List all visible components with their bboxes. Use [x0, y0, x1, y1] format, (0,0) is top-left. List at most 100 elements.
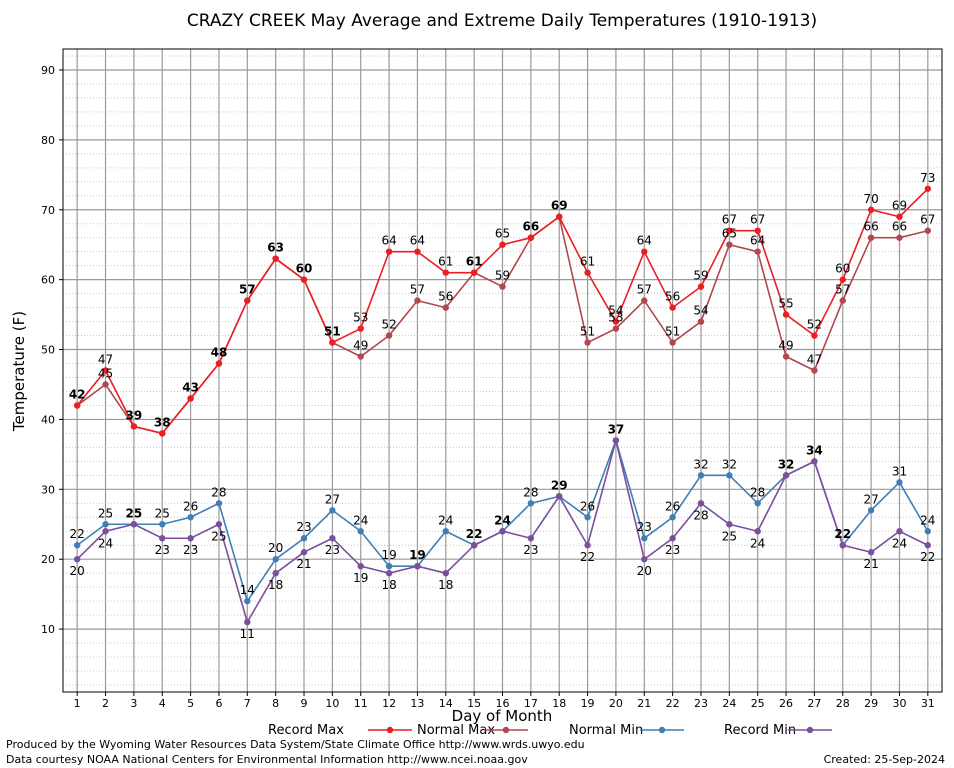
data-point [641, 535, 648, 542]
data-point [385, 332, 393, 339]
record-min-label: 21 [863, 557, 878, 571]
normal-max-label: 57 [637, 283, 652, 297]
data-point [896, 213, 903, 220]
data-point [272, 255, 279, 262]
normal-min-label: 19 [409, 548, 426, 562]
normal-min-label: 22 [466, 527, 483, 541]
data-point [244, 297, 251, 304]
normal-max-label: 65 [722, 227, 737, 241]
record-max-label: 48 [211, 346, 228, 360]
record-max-label: 53 [353, 311, 368, 325]
data-point [782, 311, 790, 318]
normal-max-label: 57 [835, 283, 850, 297]
x-tick-label: 7 [244, 697, 251, 710]
y-tick-label: 30 [41, 483, 55, 496]
record-min-label: 18 [268, 578, 283, 592]
record-min-label: 20 [70, 564, 85, 578]
record-max-label: 43 [182, 380, 199, 394]
y-tick-label: 80 [41, 134, 55, 147]
record-max-label: 61 [438, 255, 453, 269]
record-max-label: 63 [267, 241, 284, 255]
x-tick-label: 2 [102, 697, 109, 710]
x-tick-label: 25 [751, 697, 765, 710]
y-axis-label: Temperature (F) [10, 311, 28, 432]
data-point [669, 304, 676, 311]
legend-label: Record Max [268, 723, 344, 738]
legend-label: Normal Min [569, 723, 643, 738]
y-tick-label: 40 [41, 413, 55, 426]
record-max-label: 70 [863, 192, 878, 206]
record-min-label: 23 [183, 543, 198, 557]
record-min-label: 22 [580, 550, 595, 564]
legend-label: Normal Max [417, 723, 495, 738]
footer-producer: Produced by the Wyoming Water Resources … [6, 738, 585, 751]
x-axis-label: Day of Month [452, 707, 553, 725]
data-point [329, 507, 336, 514]
normal-max-label: 49 [353, 339, 368, 353]
data-point [159, 535, 166, 542]
legend-item: Normal Max [417, 723, 528, 738]
y-tick-label: 90 [41, 64, 55, 77]
record-min-label: 19 [353, 571, 368, 585]
data-point [612, 318, 620, 325]
data-point [527, 500, 535, 507]
data-point [754, 528, 761, 535]
data-point [726, 227, 733, 234]
normal-max-label: 51 [580, 325, 595, 339]
normal-min-label: 29 [551, 478, 568, 492]
record-max-label: 69 [551, 199, 568, 213]
record-max-label: 39 [126, 408, 143, 422]
data-point [357, 562, 364, 570]
record-max-label: 61 [466, 255, 483, 269]
data-point [414, 248, 421, 255]
data-point [215, 500, 223, 507]
x-ticks: 1 2 3 4 5 6 7 8 9 10 11 12 13 14 15 16 17 18 19 20 21 22 23 24 2… [74, 692, 935, 710]
data-point [244, 597, 251, 605]
data-point [470, 542, 478, 549]
data-point [470, 269, 478, 276]
data-labels: 4222204745252439253825234326234828255714… [69, 171, 936, 641]
record-min-label: 18 [438, 578, 453, 592]
data-point [896, 479, 903, 486]
legend-marker [386, 726, 394, 734]
record-max-label: 64 [410, 234, 425, 248]
record-min-label: 25 [211, 529, 226, 543]
legend-label: Record Min [724, 723, 796, 738]
record-max-label: 60 [296, 262, 313, 276]
x-tick-label: 21 [637, 697, 651, 710]
data-point [187, 514, 194, 521]
normal-min-label: 28 [750, 485, 765, 499]
x-tick-label: 20 [609, 697, 623, 710]
normal-min-label: 24 [920, 513, 935, 527]
data-point [867, 206, 875, 213]
data-point [527, 234, 535, 241]
data-point [612, 325, 620, 332]
normal-min-label: 14 [240, 583, 255, 597]
data-point [187, 395, 194, 402]
record-min-label: 24 [892, 536, 907, 550]
data-point [697, 500, 705, 507]
x-tick-label: 24 [722, 697, 736, 710]
normal-min-label: 26 [665, 499, 680, 513]
data-point [697, 318, 705, 325]
record-max-label: 69 [892, 199, 907, 213]
normal-min-label: 25 [98, 506, 113, 520]
record-min-label: 25 [722, 529, 737, 543]
record-max-label: 47 [98, 353, 113, 367]
legend-item: Normal Min [569, 723, 684, 738]
x-tick-label: 26 [779, 697, 793, 710]
data-point [300, 549, 308, 556]
normal-min-label: 32 [722, 457, 737, 471]
data-point [159, 430, 166, 437]
data-point [272, 569, 279, 577]
normal-min-label: 23 [637, 520, 652, 534]
data-point [811, 332, 818, 339]
data-point [414, 562, 421, 570]
record-min-label: 23 [325, 543, 340, 557]
data-point [839, 276, 846, 283]
data-point [839, 297, 846, 304]
data-point [385, 569, 393, 577]
series-record-max [73, 185, 932, 437]
data-point [73, 542, 81, 549]
